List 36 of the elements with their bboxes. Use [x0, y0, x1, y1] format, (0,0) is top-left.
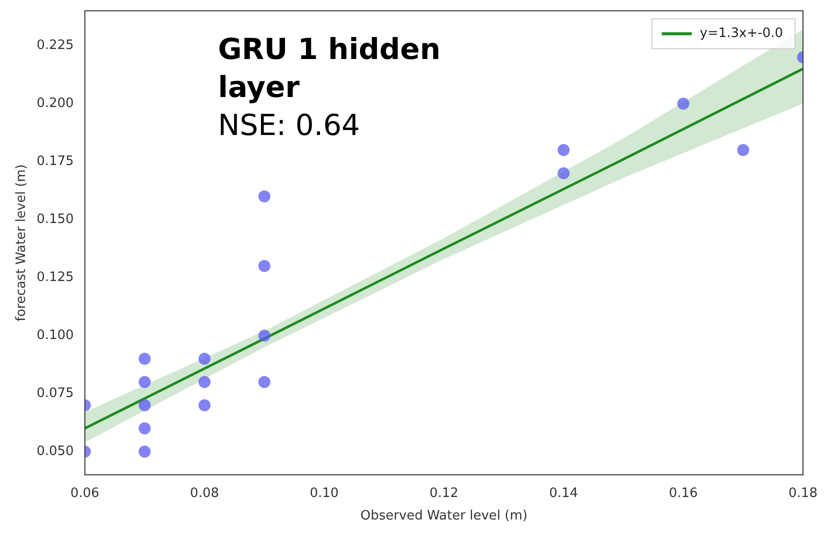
y-tick-label: 0.150	[36, 212, 74, 227]
legend-label: y=1.3x+-0.0	[700, 26, 784, 42]
x-tick-label: 0.12	[429, 486, 458, 501]
point	[138, 376, 151, 388]
point	[198, 376, 211, 388]
point	[138, 399, 151, 412]
point	[258, 190, 270, 202]
point	[558, 167, 570, 180]
point	[198, 352, 211, 365]
point	[737, 144, 750, 156]
x-tick-label: 0.18	[788, 486, 818, 501]
x-tick-label: 0.14	[549, 486, 578, 501]
y-tick-label: 0.225	[36, 38, 74, 53]
point	[138, 352, 151, 365]
y-axis-title: forecast Water level (m)	[14, 164, 30, 322]
point	[258, 330, 270, 342]
y-tick-label: 0.175	[36, 154, 74, 169]
y-tick-label: 0.100	[36, 328, 74, 343]
point	[258, 376, 270, 388]
y-tick-label: 0.125	[36, 270, 74, 285]
x-tick-label: 0.16	[668, 486, 698, 501]
x-tick-label: 0.08	[190, 486, 219, 501]
annotation: NSE: 0.64	[218, 107, 361, 144]
x-axis-title: Observed Water level (m)	[360, 508, 528, 524]
point	[138, 446, 151, 458]
y-tick-label: 0.075	[36, 386, 74, 401]
point	[677, 98, 690, 110]
point	[258, 260, 270, 272]
x-tick-label: 0.06	[70, 486, 100, 501]
y-tick-label: 0.200	[36, 96, 74, 111]
text: GRU 1 hidden layer	[218, 31, 442, 106]
point	[198, 399, 211, 412]
y-tick-label: 0.050	[36, 444, 74, 459]
point	[558, 144, 570, 156]
point	[138, 422, 151, 434]
x-tick-label: 0.10	[310, 486, 339, 501]
